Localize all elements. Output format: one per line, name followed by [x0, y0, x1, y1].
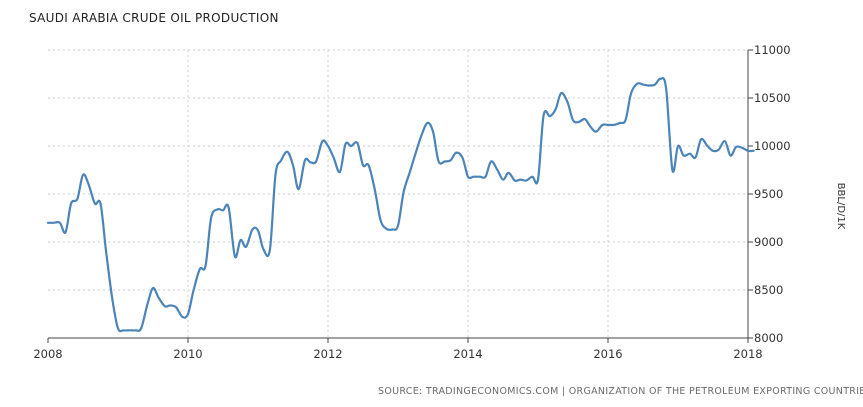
y-tick-label: 11000: [754, 43, 791, 57]
x-tick-label: 2010: [173, 347, 202, 361]
tick-labels: 11000 10500 10000 9500 9000 8500 8000 2008 2010 2…: [33, 43, 790, 361]
series-layer: [46, 76, 755, 333]
x-tick-label: 2016: [593, 347, 622, 361]
x-tick-label: 2018: [733, 347, 762, 361]
y-tick-label: 9500: [754, 187, 783, 201]
y-axis-unit-label: BBL/D/1K: [835, 183, 846, 230]
chart-title: SAUDI ARABIA CRUDE OIL PRODUCTION: [29, 11, 279, 25]
axes: [47, 49, 753, 343]
y-tick-label: 8000: [754, 331, 783, 345]
y-tick-label: 9000: [754, 235, 783, 249]
x-tick-label: 2012: [313, 347, 342, 361]
y-tick-label: 10000: [754, 139, 791, 153]
source-attribution: SOURCE: TRADINGECONOMICS.COM | ORGANIZAT…: [378, 386, 863, 397]
y-tick-label: 10500: [754, 91, 791, 105]
grid-lines: [48, 49, 748, 338]
y-tick-label: 8500: [754, 283, 783, 297]
x-tick-label: 2008: [33, 347, 62, 361]
series-line: [46, 76, 755, 333]
x-tick-label: 2014: [453, 347, 482, 361]
